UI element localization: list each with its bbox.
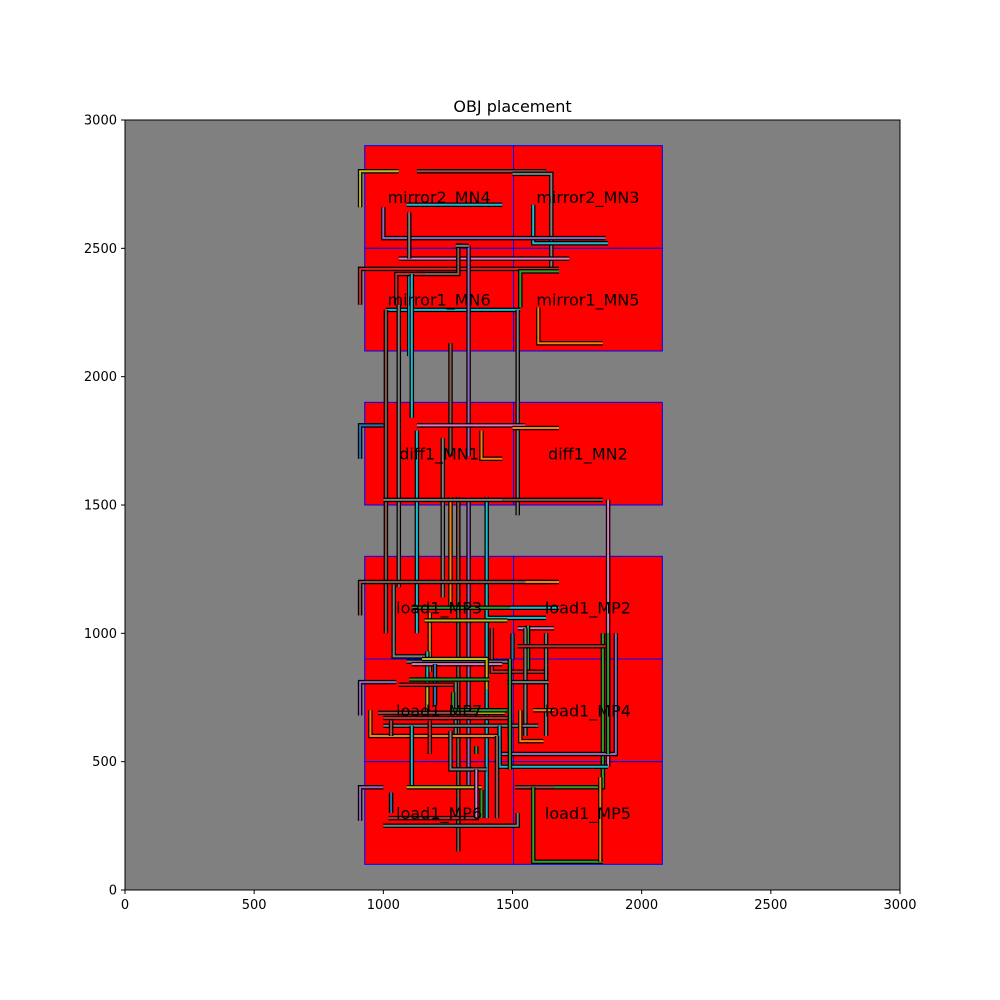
instance-label-mirror1_MN6: mirror1_MN6 <box>388 291 491 311</box>
instance-label-load1_MP3: load1_MP3 <box>396 599 482 619</box>
wire-51 <box>499 633 619 757</box>
wire-26 <box>479 430 503 462</box>
wire-12 <box>536 307 603 346</box>
y-tick-label-3000: 3000 <box>84 114 117 129</box>
wire-49 <box>533 633 606 790</box>
instance-label-mirror1_MN5: mirror1_MN5 <box>536 291 639 311</box>
wire-66 <box>368 710 500 739</box>
y-tick-label-1500: 1500 <box>84 499 117 514</box>
wire-6 <box>381 207 606 241</box>
wire-13 <box>416 243 461 277</box>
wire-72 <box>518 710 544 744</box>
wire-15 <box>394 271 425 305</box>
instance-mirror2_MN3 <box>513 145 663 249</box>
wires-layer <box>357 169 619 865</box>
x-tick-label-500: 500 <box>242 898 267 913</box>
wire-23 <box>357 423 384 459</box>
wire-1 <box>357 169 399 208</box>
instance-label-mirror2_MN3: mirror2_MN3 <box>536 188 639 208</box>
wire-7 <box>357 266 559 305</box>
y-tick-label-500: 500 <box>92 755 117 770</box>
instance-diff1_MN2 <box>513 401 663 506</box>
y-tick-label-0: 0 <box>109 884 117 899</box>
x-tick-label-1000: 1000 <box>367 898 400 913</box>
instance-label-load1_MP5: load1_MP5 <box>545 804 631 824</box>
wire-46 <box>489 628 549 675</box>
instance-labels-layer: mirror2_MN4 mirror2_MN3 mirror1_MN6 mirror1… <box>388 188 640 824</box>
x-tick-label-1500: 1500 <box>496 898 529 913</box>
instance-label-load1_MP2: load1_MP2 <box>545 599 631 619</box>
x-tick-label-2500: 2500 <box>754 898 787 913</box>
y-tick-label-2000: 2000 <box>84 370 117 385</box>
wire-87 <box>530 787 603 865</box>
instance-label-diff1_MN2: diff1_MN2 <box>548 445 628 465</box>
instance-diff1_MN1 <box>364 401 515 506</box>
x-axis: 0 500 1000 1500 2000 2500 3000 <box>121 890 917 913</box>
y-tick-label-1000: 1000 <box>84 627 117 642</box>
wire-76 <box>497 725 609 770</box>
wire-59 <box>357 679 397 716</box>
instance-label-diff1_MN1: diff1_MN1 <box>399 445 479 465</box>
x-tick-label-0: 0 <box>121 898 129 913</box>
wire-80 <box>357 785 384 821</box>
wire-5 <box>530 204 609 246</box>
instance-label-load1_MP4: load1_MP4 <box>545 701 631 721</box>
instance-label-load1_MP6: load1_MP6 <box>396 804 482 824</box>
wire-65 <box>450 692 508 713</box>
wire-38 <box>484 584 547 621</box>
x-tick-label-2000: 2000 <box>625 898 658 913</box>
instance-label-mirror2_MN4: mirror2_MN4 <box>388 188 491 208</box>
instance-load1_MP5 <box>513 761 663 865</box>
instance-mirror1_MN6 <box>364 247 515 352</box>
wire-84 <box>383 813 520 829</box>
chart-title: OBJ placement <box>453 97 571 116</box>
instance-mirror2_MN4 <box>364 145 515 249</box>
x-tick-label-3000: 3000 <box>883 898 916 913</box>
wire-8 <box>518 269 559 308</box>
instance-label-load1_MP7: load1_MP7 <box>396 701 482 721</box>
wire-36 <box>357 579 552 616</box>
y-tick-label-2500: 2500 <box>84 242 117 257</box>
wire-41 <box>391 584 428 659</box>
y-axis: 0 500 1000 1500 2000 2500 3000 <box>84 114 125 899</box>
